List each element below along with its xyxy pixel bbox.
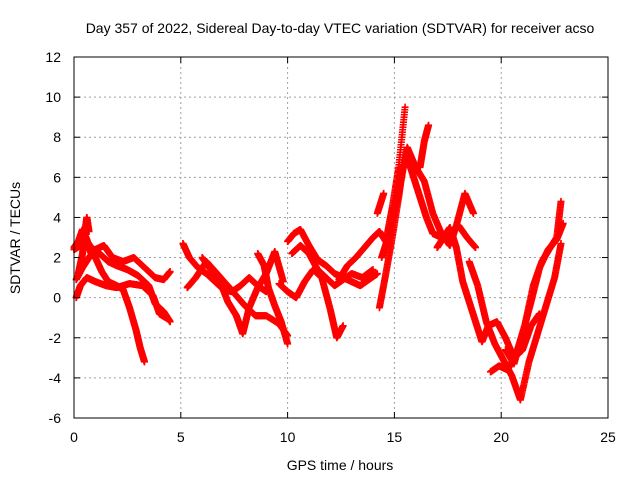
data-point — [166, 268, 174, 276]
y-tick-label: 12 — [45, 49, 61, 65]
series-track-u — [373, 189, 388, 217]
series-track-h — [198, 248, 287, 338]
data-point — [162, 314, 170, 322]
y-tick-label: -2 — [49, 330, 62, 346]
y-tick-label: 0 — [53, 290, 61, 306]
data-points — [70, 103, 567, 404]
data-point — [166, 318, 174, 326]
data-point — [559, 219, 567, 227]
y-axis-label: SDTVAR / TECUs — [7, 182, 23, 294]
y-tick-label: -6 — [49, 410, 62, 426]
data-point — [140, 358, 148, 366]
y-tick-label: 8 — [53, 129, 61, 145]
x-tick-label: 10 — [280, 429, 296, 445]
data-point — [557, 240, 565, 248]
axis-ticks: 0 5 10 15 20 25 -6 -4 -2 0 2 4 6 8 10 12 — [45, 49, 616, 445]
series-track-i — [254, 250, 292, 348]
data-point — [339, 322, 347, 330]
series-track-l — [288, 242, 377, 290]
y-tick-label: -4 — [49, 370, 62, 386]
data-point — [401, 103, 409, 111]
series-track-e — [74, 213, 93, 278]
data-point — [369, 266, 377, 274]
plot-frame — [73, 56, 609, 419]
data-point — [380, 189, 388, 197]
y-tick-label: 10 — [45, 89, 61, 105]
data-point — [373, 270, 381, 278]
x-tick-label: 15 — [387, 429, 403, 445]
x-tick-label: 5 — [177, 429, 185, 445]
data-point — [557, 197, 565, 205]
data-point — [425, 121, 433, 129]
x-axis-label: GPS time / hours — [287, 457, 394, 473]
x-tick-label: 0 — [70, 429, 78, 445]
data-point — [284, 340, 292, 348]
x-tick-label: 25 — [600, 429, 616, 445]
x-tick-label: 20 — [493, 429, 509, 445]
series-track-r — [465, 240, 565, 404]
y-tick-label: 6 — [53, 169, 61, 185]
chart-title: Day 357 of 2022, Sidereal Day-to-day VTE… — [86, 20, 595, 36]
series-track-p — [416, 121, 433, 171]
y-tick-label: 4 — [53, 209, 61, 225]
series-track-c — [72, 242, 174, 284]
series-track-t — [501, 219, 567, 368]
data-point — [472, 244, 480, 252]
data-point — [85, 227, 93, 235]
y-tick-label: 2 — [53, 250, 61, 266]
data-point — [469, 209, 477, 217]
